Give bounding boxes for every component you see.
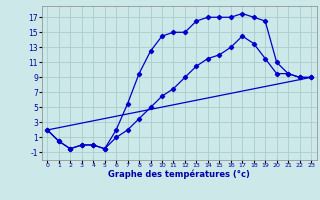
X-axis label: Graphe des températures (°c): Graphe des températures (°c) — [108, 170, 250, 179]
